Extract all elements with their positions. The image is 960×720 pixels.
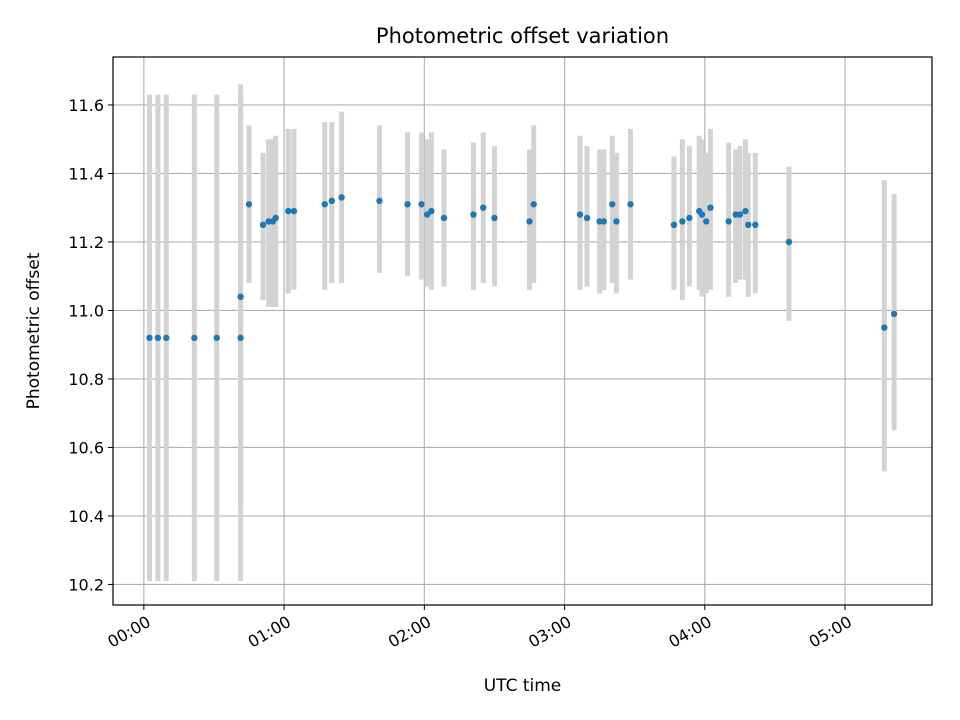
x-tick-label: 05:00 — [806, 612, 855, 652]
data-point — [191, 334, 198, 342]
data-point — [259, 221, 267, 229]
data-point — [670, 221, 678, 229]
data-point — [237, 334, 244, 342]
data-point — [583, 214, 591, 222]
data-point — [530, 201, 537, 208]
data-point — [491, 214, 498, 222]
chart-title: Photometric offset variation — [376, 24, 669, 48]
data-point — [163, 334, 170, 342]
data-point — [338, 194, 345, 201]
data-point — [213, 334, 220, 342]
error-bars — [146, 84, 897, 582]
y-axis-label: Photometric offset — [24, 252, 44, 409]
data-point — [285, 207, 292, 215]
data-point — [745, 221, 752, 229]
data-point — [154, 334, 162, 342]
data-point — [404, 201, 411, 208]
y-tick-label: 10.4 — [68, 507, 104, 526]
data-point — [609, 201, 616, 208]
x-tick-label: 01:00 — [245, 612, 294, 652]
data-point — [600, 218, 608, 225]
y-tick-label: 11.6 — [68, 96, 104, 115]
data-point — [698, 211, 706, 218]
data-point — [736, 211, 744, 218]
x-tick-label: 03:00 — [525, 612, 574, 652]
data-point — [576, 211, 584, 218]
data-point — [321, 201, 328, 208]
x-tick-label: 00:00 — [104, 612, 153, 652]
data-point — [742, 207, 749, 215]
y-tick-label: 11.4 — [68, 164, 104, 183]
data-point — [686, 214, 693, 222]
data-point — [376, 197, 383, 205]
data-point — [679, 218, 686, 225]
data-point — [526, 218, 533, 225]
data-point — [725, 218, 732, 225]
data-point — [480, 204, 487, 211]
data-point — [440, 214, 448, 222]
data-point — [785, 238, 793, 246]
y-axis: 10.2 10.4 10.6 10.8 11.0 11.2 11.4 11.6 — [68, 96, 113, 594]
data-point — [470, 211, 477, 218]
data-point — [613, 218, 620, 225]
data-points — [146, 194, 898, 342]
data-point — [245, 201, 253, 208]
x-axis-label: UTC time — [484, 676, 562, 696]
data-point — [146, 334, 153, 342]
plot-frame — [112, 56, 933, 606]
x-axis: 00:00 01:00 02:00 03:00 04:00 05:00 — [104, 605, 855, 652]
data-point — [290, 207, 298, 215]
y-tick-label: 10.2 — [68, 575, 104, 594]
data-point — [703, 218, 710, 225]
data-point — [881, 324, 888, 331]
data-point — [428, 207, 435, 215]
data-point — [752, 221, 759, 229]
x-tick-label: 02:00 — [385, 612, 434, 652]
data-point — [890, 310, 898, 318]
data-point — [237, 293, 244, 300]
data-point — [707, 204, 714, 211]
y-tick-label: 10.8 — [68, 370, 104, 389]
data-point — [627, 201, 634, 208]
data-point — [418, 201, 425, 208]
y-tick-label: 10.6 — [68, 438, 104, 457]
grid-lines — [113, 57, 932, 605]
y-tick-label: 11.0 — [68, 301, 104, 320]
y-tick-label: 11.2 — [68, 233, 104, 252]
data-point — [272, 214, 279, 222]
x-tick-label: 04:00 — [665, 612, 714, 652]
data-point — [328, 197, 335, 205]
